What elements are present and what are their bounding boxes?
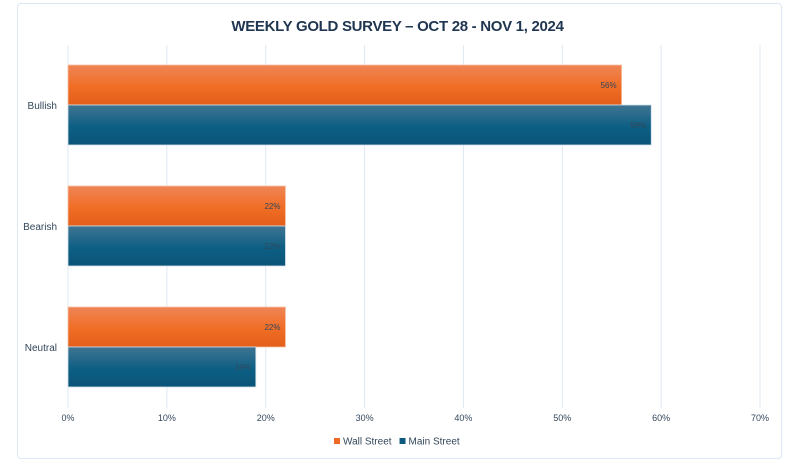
chart-card [17,3,782,459]
chart-title: WEEKLY GOLD SURVEY – OCT 28 - NOV 1, 202… [231,18,564,35]
x-tick-label: 10% [158,413,176,423]
data-label: 22% [264,202,280,211]
data-label: 22% [264,323,280,332]
category-label: Neutral [25,343,57,354]
x-tick-label: 30% [356,413,374,423]
data-label: 19% [235,363,251,372]
category-label: Bullish [28,101,57,112]
x-tick-label: 0% [61,413,74,423]
bar-main-street [67,104,652,146]
x-tick-label: 50% [553,413,571,423]
bar-main-street [67,225,286,267]
x-tick-label: 20% [257,413,275,423]
legend-label: Main Street [409,437,460,448]
bar-wall-street [67,64,622,106]
bar-wall-street [67,306,286,348]
x-tick-label: 60% [652,413,670,423]
category-label: Bearish [23,222,57,233]
legend-swatch [334,438,340,444]
x-tick-label: 70% [751,413,769,423]
bar-wall-street [67,185,286,227]
bar-main-street [67,346,257,388]
data-label: 22% [264,242,280,251]
legend-swatch [399,438,406,444]
x-tick-label: 40% [454,413,472,423]
legend-label: Wall Street [343,437,392,448]
data-label: 59% [630,121,646,130]
data-label: 56% [601,81,617,90]
